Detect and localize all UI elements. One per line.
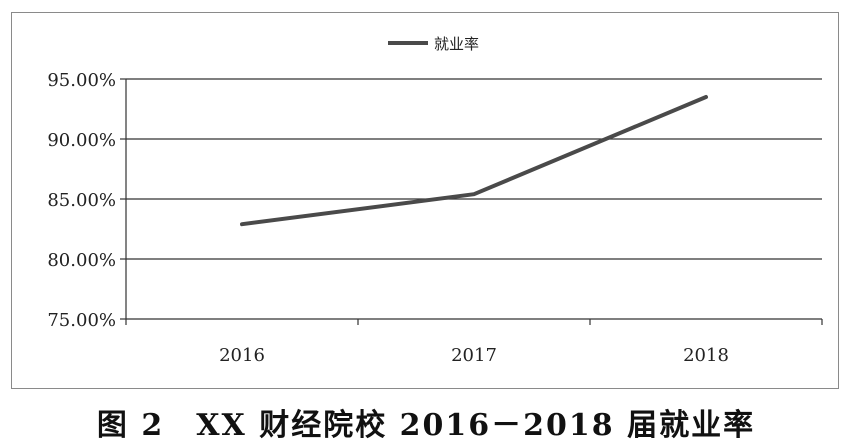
y-tick-label: 90.00% (47, 130, 116, 151)
y-tick-label: 75.00% (47, 310, 116, 331)
series-lines (240, 95, 708, 227)
x-tick-label: 2017 (451, 345, 497, 366)
legend-label: 就业率 (434, 35, 479, 53)
figure-caption: 图 2 XX 财经院校 2016－2018 届就业率 (96, 408, 756, 443)
legend: 就业率 (388, 35, 479, 53)
line-chart: 就业率 75.00% 80.00% 85.00% 90.00% 95.00% 2016 20… (47, 35, 823, 366)
y-tick-label: 85.00% (47, 190, 116, 211)
series-line (240, 95, 708, 227)
y-tick-label: 95.00% (47, 70, 116, 91)
chart-frame: 就业率 75.00% 80.00% 85.00% 90.00% 95.00% 2016 20… (11, 12, 839, 389)
axes (120, 78, 823, 325)
x-tick-label: 2018 (683, 345, 729, 366)
tick-labels: 75.00% 80.00% 85.00% 90.00% 95.00% 2016 2017 20… (47, 70, 729, 366)
y-tick-label: 80.00% (47, 250, 116, 271)
x-tick-label: 2016 (219, 345, 265, 366)
gridlines (126, 78, 822, 260)
